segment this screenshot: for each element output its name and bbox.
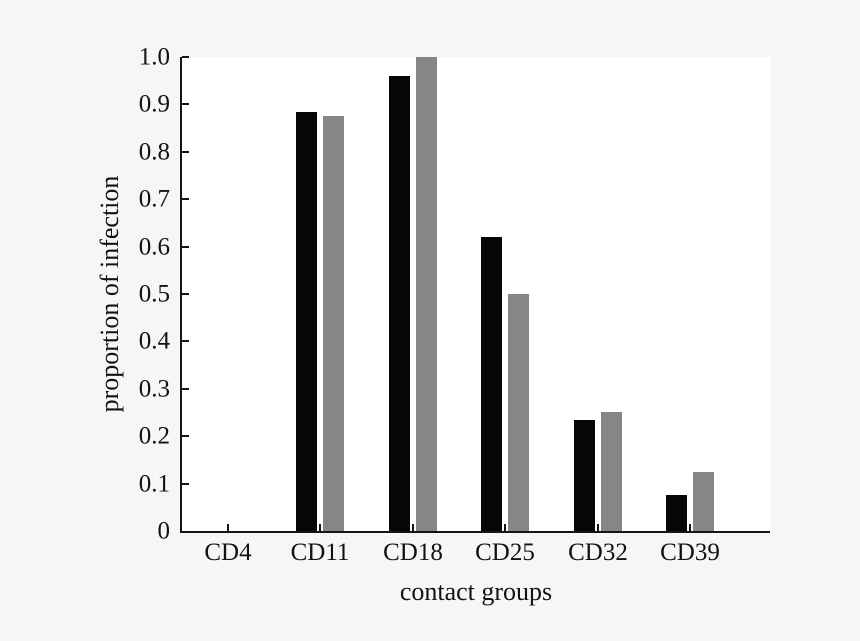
x-tick — [319, 524, 321, 531]
y-tick-label: 0.8 — [138, 138, 170, 166]
y-tick — [182, 198, 189, 200]
y-tick — [182, 246, 189, 248]
y-tick-label: 0.3 — [138, 375, 170, 403]
y-tick — [182, 388, 189, 390]
x-tick-label: CD32 — [568, 539, 628, 566]
x-tick-label: CD18 — [383, 539, 443, 566]
y-tick-label: 1.0 — [138, 43, 170, 71]
x-tick — [227, 524, 229, 531]
bar-gray-CD39 — [693, 472, 714, 531]
y-tick — [182, 151, 189, 153]
x-tick — [689, 524, 691, 531]
y-tick-label: 0.1 — [138, 470, 170, 498]
y-tick-label: 0.9 — [138, 90, 170, 118]
y-tick-label: 0 — [157, 517, 171, 545]
bar-gray-CD32 — [601, 412, 622, 531]
bar-gray-CD25 — [508, 294, 529, 531]
bar-black-CD39 — [666, 495, 687, 531]
bar-gray-CD18 — [416, 57, 437, 531]
y-tick — [182, 103, 189, 105]
y-tick — [182, 56, 189, 58]
x-tick-label: CD25 — [475, 539, 535, 566]
x-tick-label: CD4 — [204, 539, 252, 566]
x-axis-title: contact groups — [399, 577, 553, 606]
plot-area — [180, 56, 770, 533]
bar-gray-CD11 — [323, 116, 344, 531]
x-tick — [597, 524, 599, 531]
y-tick — [182, 293, 189, 295]
y-tick — [182, 483, 189, 485]
x-tick-label: CD39 — [660, 539, 720, 566]
y-tick — [182, 340, 189, 342]
y-tick-label: 0.7 — [138, 185, 170, 213]
bar-black-CD25 — [481, 237, 502, 531]
bar-black-CD18 — [389, 76, 410, 531]
y-tick — [182, 435, 189, 437]
x-tick — [412, 524, 414, 531]
y-tick-label: 0.2 — [138, 422, 170, 450]
y-tick-label: 0.5 — [138, 280, 170, 308]
x-tick-label: CD11 — [290, 539, 350, 566]
bar-black-CD32 — [574, 420, 595, 531]
bar-black-CD11 — [296, 112, 317, 531]
x-tick — [504, 524, 506, 531]
y-tick-label: 0.4 — [138, 327, 170, 355]
y-tick-label: 0.6 — [138, 233, 170, 261]
